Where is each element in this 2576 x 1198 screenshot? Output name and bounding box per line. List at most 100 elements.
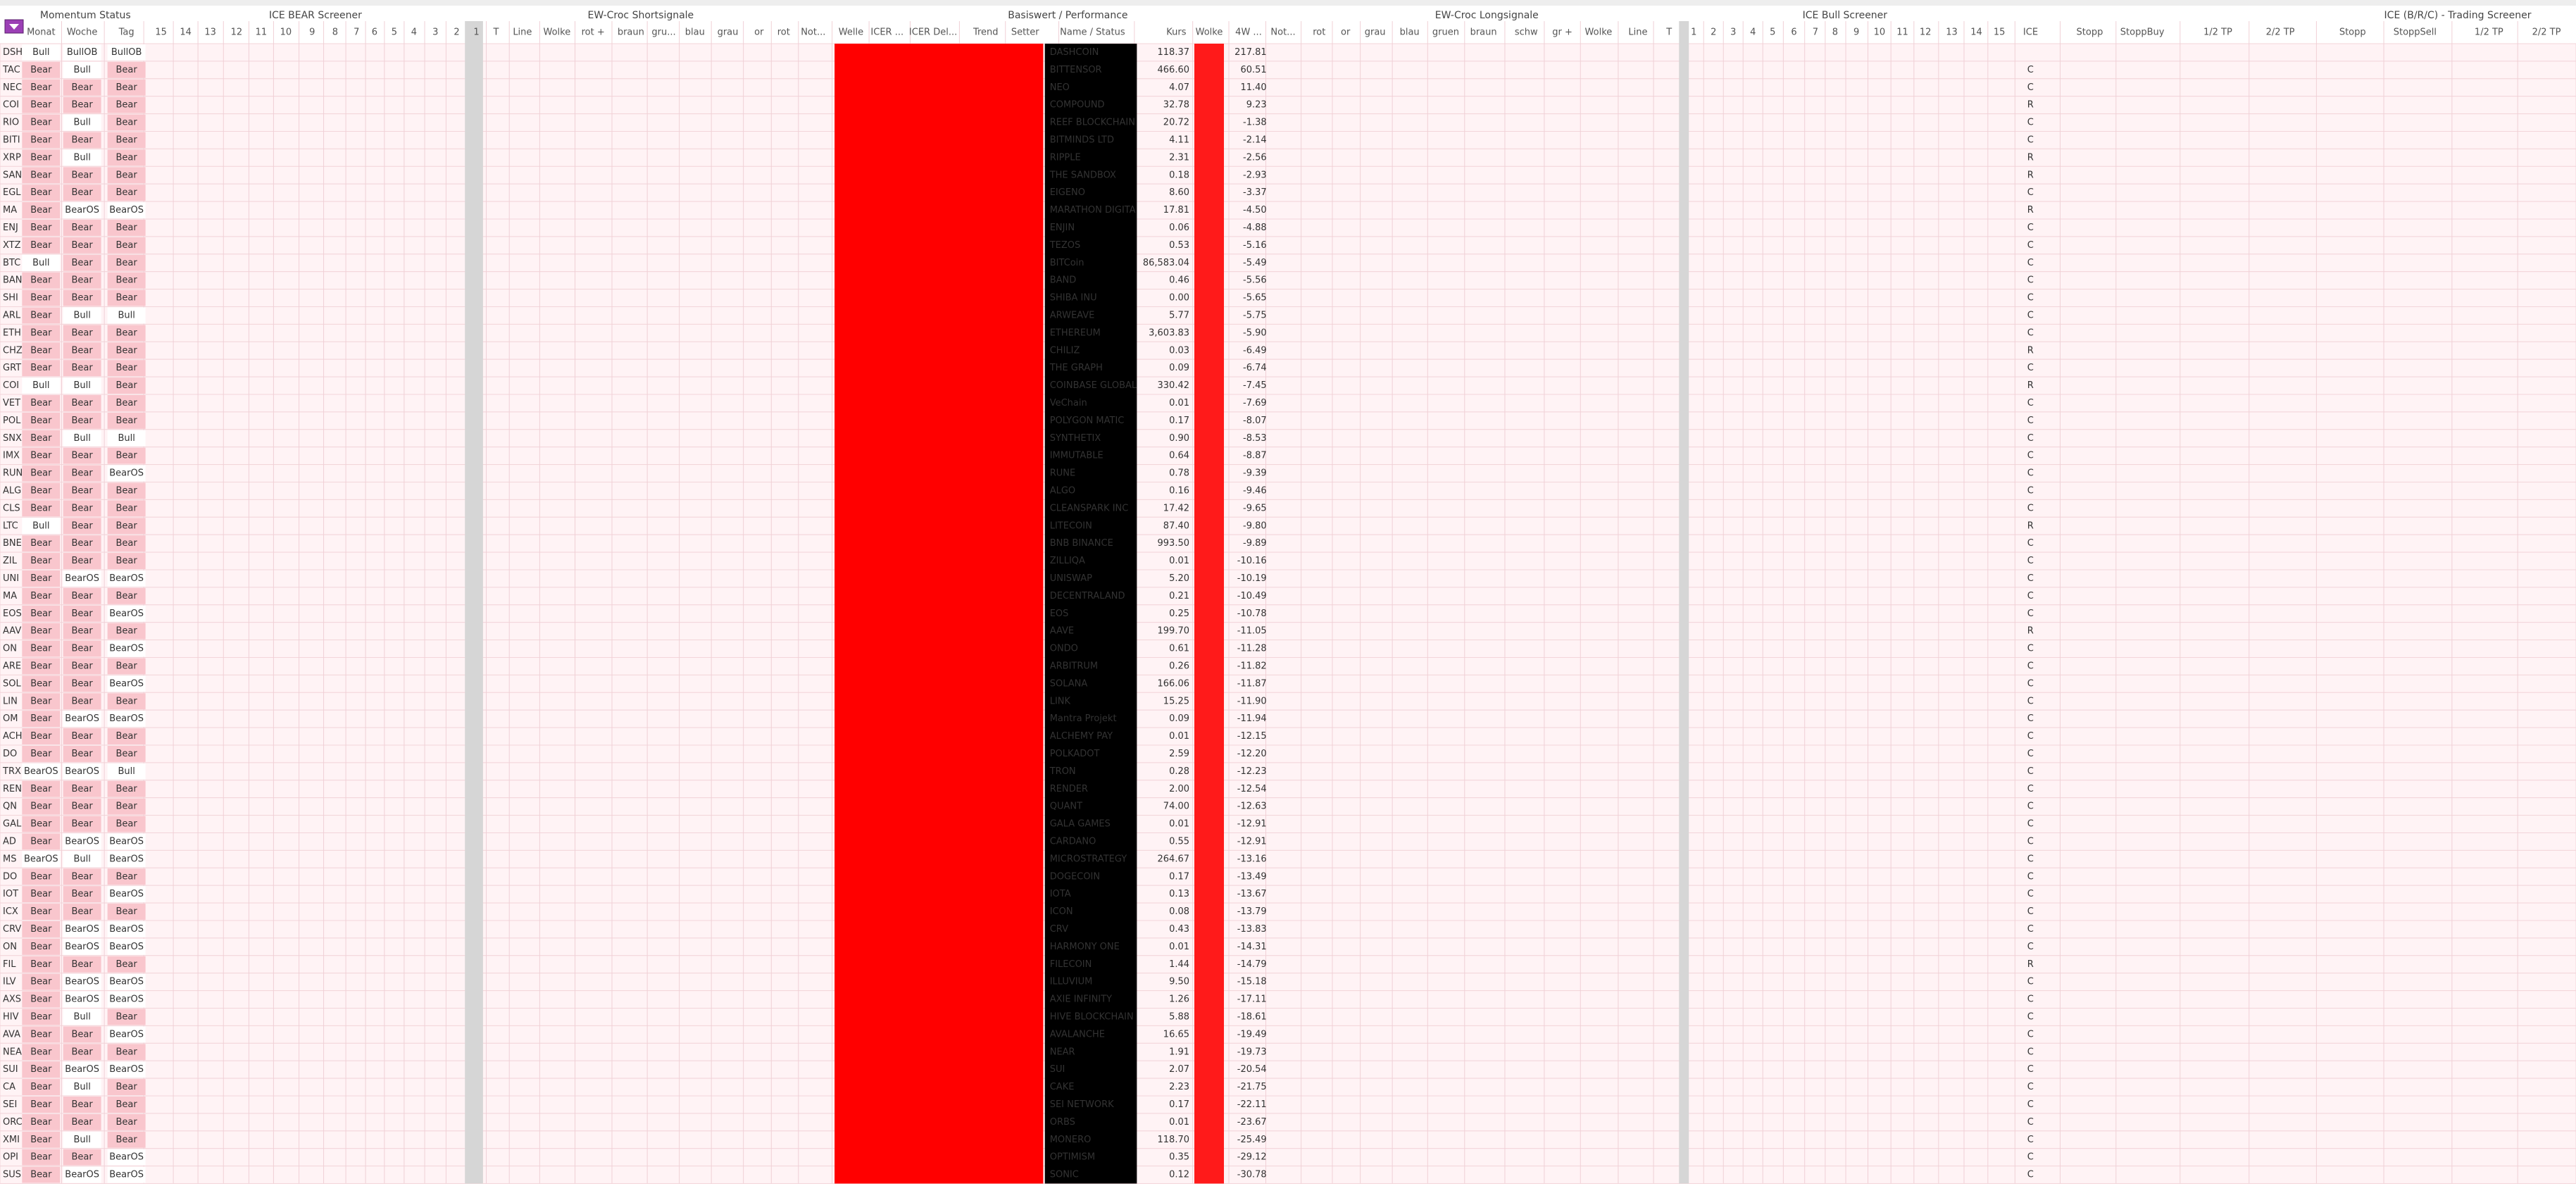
row-bg bbox=[0, 832, 2576, 851]
status: Bear bbox=[72, 889, 94, 899]
ticker: IOT bbox=[3, 889, 18, 899]
row-bg bbox=[0, 499, 2576, 518]
performance-4w: -12.54 bbox=[1237, 784, 1267, 794]
kurs: 0.03 bbox=[1169, 345, 1189, 356]
ice-signal: C bbox=[2027, 819, 2034, 830]
name: CAKE bbox=[1050, 1082, 1075, 1092]
row-bg bbox=[0, 218, 2576, 237]
group-header: ICE (B/R/C) - Trading Screener bbox=[2384, 10, 2532, 21]
row-bg bbox=[0, 604, 2576, 623]
performance-4w: -13.49 bbox=[1237, 871, 1267, 882]
status: Bull bbox=[73, 65, 90, 75]
ice-signal: C bbox=[2027, 1011, 2034, 1022]
row-bg bbox=[0, 762, 2576, 781]
status: Bull bbox=[32, 47, 49, 58]
status: BearOS bbox=[24, 766, 58, 777]
name: SYNTHETIX bbox=[1050, 433, 1101, 444]
status-cell bbox=[63, 1061, 101, 1078]
ticker: MS bbox=[3, 854, 16, 864]
column-header: ICER ... bbox=[870, 27, 904, 38]
status: Bear bbox=[72, 275, 94, 286]
status: Bear bbox=[72, 485, 94, 496]
status: Bear bbox=[116, 100, 138, 111]
name: BITCoin bbox=[1050, 258, 1084, 268]
kurs: 264.67 bbox=[1158, 854, 1190, 864]
row-bg bbox=[0, 727, 2576, 746]
status: BearOS bbox=[109, 836, 144, 847]
name: ICON bbox=[1050, 906, 1073, 917]
status: Bear bbox=[72, 1099, 94, 1110]
row-bg bbox=[0, 902, 2576, 921]
kurs: 0.61 bbox=[1169, 644, 1189, 654]
ice-signal: C bbox=[2027, 977, 2034, 987]
performance-4w: -15.18 bbox=[1237, 977, 1267, 987]
name-column bbox=[1044, 44, 1137, 1184]
row-bg bbox=[0, 1113, 2576, 1132]
column-header: 1/2 TP bbox=[2475, 27, 2503, 38]
column-header: 1 bbox=[473, 27, 479, 38]
status: Bear bbox=[30, 152, 52, 163]
status: Bear bbox=[30, 749, 52, 759]
name: ETHEREUM bbox=[1050, 327, 1101, 338]
ticker: OM bbox=[3, 713, 18, 724]
column-header: blau bbox=[1400, 27, 1420, 38]
status: Bear bbox=[116, 696, 138, 706]
status: Bull bbox=[32, 258, 49, 268]
row-bg bbox=[0, 587, 2576, 606]
ticker: HIV bbox=[3, 1011, 19, 1022]
row-bg bbox=[0, 551, 2576, 570]
status: Bull bbox=[73, 1082, 90, 1092]
menu-arrow bbox=[9, 24, 19, 30]
kurs: 0.08 bbox=[1169, 906, 1189, 917]
ticker: ARL bbox=[3, 310, 21, 320]
name: BITMINDS LTD bbox=[1050, 135, 1114, 145]
status: Bear bbox=[30, 784, 52, 794]
name: SHIBA INU bbox=[1050, 293, 1097, 304]
status-cell bbox=[22, 798, 61, 815]
status: BearOS bbox=[109, 678, 144, 689]
status: Bear bbox=[30, 556, 52, 566]
status-cell bbox=[22, 728, 61, 744]
name: AXIE INFINITY bbox=[1050, 994, 1112, 1005]
name: IMMUTABLE bbox=[1050, 451, 1103, 461]
status-cell bbox=[107, 938, 146, 955]
row-bg bbox=[0, 849, 2576, 868]
status-cell bbox=[107, 1079, 146, 1095]
performance-4w: -10.16 bbox=[1237, 556, 1267, 566]
kurs: 0.01 bbox=[1169, 398, 1189, 408]
status: Bear bbox=[30, 977, 52, 987]
status: Bear bbox=[116, 1099, 138, 1110]
status: Bear bbox=[30, 170, 52, 180]
status-cell bbox=[63, 430, 101, 447]
column-header: rot bbox=[1313, 27, 1325, 38]
status: Bear bbox=[116, 871, 138, 882]
status-cell bbox=[107, 570, 146, 587]
status-cell bbox=[22, 254, 61, 271]
status: Bear bbox=[72, 363, 94, 373]
status-cell bbox=[107, 307, 146, 324]
column-header: 7 bbox=[354, 27, 359, 38]
status-cell bbox=[22, 500, 61, 517]
ice-signal: C bbox=[2027, 538, 2034, 549]
kurs: 9.50 bbox=[1169, 977, 1189, 987]
row-bg bbox=[0, 1008, 2576, 1026]
status: Bear bbox=[116, 118, 138, 128]
row-bg bbox=[0, 113, 2576, 132]
status-cell bbox=[22, 851, 61, 868]
performance-4w: -21.75 bbox=[1237, 1082, 1267, 1092]
status-cell bbox=[22, 289, 61, 306]
status-cell bbox=[22, 96, 61, 113]
status-cell bbox=[63, 780, 101, 797]
status: BearOS bbox=[65, 1170, 99, 1180]
status: BearOS bbox=[65, 1064, 99, 1075]
column-header: Name / Status bbox=[1060, 27, 1125, 38]
kurs: 0.35 bbox=[1169, 1152, 1189, 1163]
status-cell bbox=[63, 904, 101, 920]
name: DOGECOIN bbox=[1050, 871, 1100, 882]
status: Bear bbox=[116, 275, 138, 286]
column-header: blau bbox=[685, 27, 705, 38]
performance-4w: -11.87 bbox=[1237, 678, 1267, 689]
ticker: MA bbox=[3, 205, 17, 216]
ice-signal: C bbox=[2027, 327, 2034, 338]
